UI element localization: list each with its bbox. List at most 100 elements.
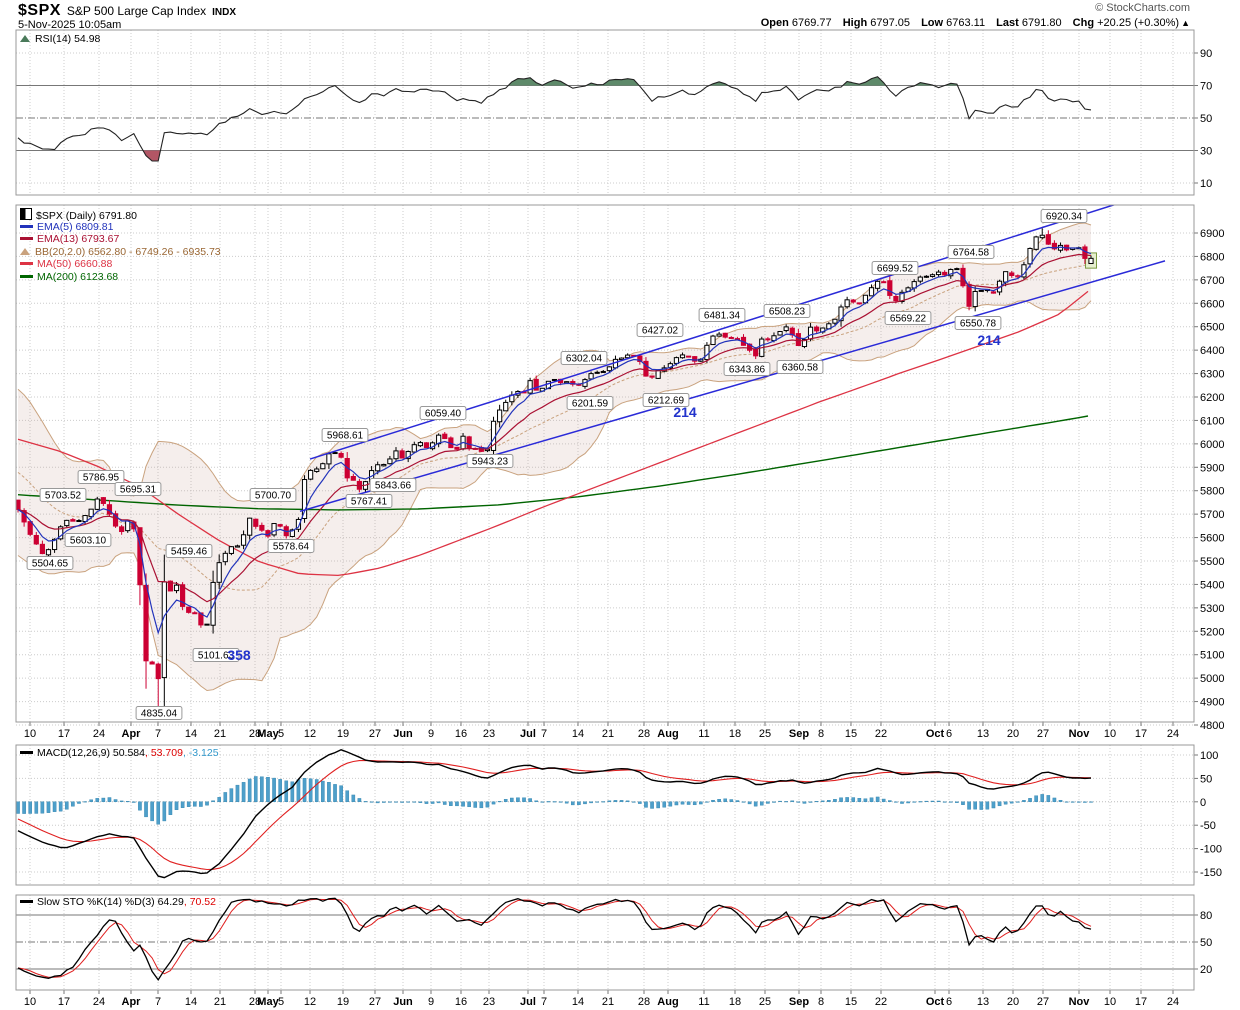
quote-line: Open 6769.77 High 6797.05 Low 6763.11 La… bbox=[753, 17, 1190, 29]
x-axis-label: 9 bbox=[428, 996, 434, 1008]
x-axis-label: 27 bbox=[1037, 728, 1049, 740]
x-axis-label: 8 bbox=[818, 996, 824, 1008]
x-axis-label: 28 bbox=[249, 996, 261, 1008]
x-axis-label: 24 bbox=[1167, 996, 1179, 1008]
y-axis-label: 5500 bbox=[1200, 556, 1224, 568]
macd-legend: MACD(12,26,9) 50.584, 53.709, -3.125 bbox=[20, 747, 219, 759]
svg-text:5695.31: 5695.31 bbox=[120, 485, 157, 496]
x-axis-label: 17 bbox=[58, 996, 70, 1008]
stoch-d-line bbox=[17, 898, 1092, 978]
copyright: © StockCharts.com bbox=[1095, 2, 1190, 14]
y-axis-label: 5400 bbox=[1200, 579, 1224, 591]
price-label bbox=[26, 556, 74, 570]
x-axis-label: 8 bbox=[818, 728, 824, 740]
y-axis-label: 20 bbox=[1200, 964, 1212, 976]
candlestick-series bbox=[16, 228, 1094, 717]
x-axis-label: 12 bbox=[304, 996, 316, 1008]
x-axis-label: Apr bbox=[122, 996, 142, 1008]
price-label bbox=[698, 308, 746, 322]
legend-item: MA(50) 6660.88 bbox=[20, 258, 221, 271]
svg-text:5943.23: 5943.23 bbox=[472, 457, 509, 468]
y-axis-label: 6100 bbox=[1200, 415, 1224, 427]
svg-text:4835.04: 4835.04 bbox=[141, 709, 178, 720]
x-axis-label: 23 bbox=[483, 728, 495, 740]
x-axis-label: 22 bbox=[875, 728, 887, 740]
cycle-annotation: 214 bbox=[673, 404, 697, 420]
x-axis-label: 6 bbox=[946, 996, 952, 1008]
y-axis-label: 100 bbox=[1200, 750, 1218, 762]
rsi-legend: RSI(14) 54.98 bbox=[20, 33, 100, 45]
y-axis-label: 5600 bbox=[1200, 533, 1224, 545]
macd-histogram bbox=[16, 776, 1093, 825]
x-axis-label: 10 bbox=[1104, 996, 1116, 1008]
bollinger-band bbox=[18, 223, 1091, 691]
x-axis-label: Sep bbox=[789, 728, 809, 740]
x-axis-label: Sep bbox=[789, 996, 809, 1008]
svg-text:5603.10: 5603.10 bbox=[70, 536, 107, 547]
x-axis-label: 20 bbox=[1007, 996, 1019, 1008]
x-axis-label: 25 bbox=[759, 996, 771, 1008]
y-axis-label: 10 bbox=[1200, 178, 1212, 190]
svg-text:5843.66: 5843.66 bbox=[375, 481, 412, 492]
svg-text:5786.95: 5786.95 bbox=[83, 473, 120, 484]
x-axis-label: 14 bbox=[572, 728, 584, 740]
y-axis-label: 90 bbox=[1200, 48, 1212, 60]
x-axis-label: 27 bbox=[369, 728, 381, 740]
price-label bbox=[566, 396, 614, 410]
line-swatch-icon bbox=[20, 224, 33, 228]
macd-signal-line bbox=[17, 759, 1092, 871]
x-axis-label: 12 bbox=[304, 728, 316, 740]
y-axis-label: 6800 bbox=[1200, 251, 1224, 263]
price-label bbox=[723, 362, 771, 376]
x-axis-label: 13 bbox=[977, 996, 989, 1008]
ema5-line bbox=[17, 246, 1092, 635]
x-axis-label: Aug bbox=[657, 996, 678, 1008]
x-axis-label: 24 bbox=[1167, 728, 1179, 740]
svg-text:6569.22: 6569.22 bbox=[890, 314, 927, 325]
panel-border bbox=[15, 204, 1195, 723]
svg-text:6550.78: 6550.78 bbox=[960, 319, 997, 330]
y-axis-label: 5100 bbox=[1200, 650, 1224, 662]
y-axis-label: 4900 bbox=[1200, 697, 1224, 709]
chart-header: $SPX S&P 500 Large Cap Index INDX bbox=[18, 2, 236, 20]
price-label bbox=[560, 351, 608, 365]
x-axis-label: Jul bbox=[520, 728, 536, 740]
y-axis-label: 5000 bbox=[1200, 673, 1224, 685]
x-axis-label: 7 bbox=[541, 996, 547, 1008]
cycle-annotation: 214 bbox=[977, 332, 1001, 348]
x-axis-label: Nov bbox=[1069, 728, 1091, 740]
axis-labels: 6900680067006600650064006300620061006000… bbox=[24, 48, 1225, 1008]
stoch-k-line bbox=[17, 897, 1092, 981]
legend-item: $SPX (Daily) 6791.80 bbox=[20, 208, 221, 222]
line-swatch-icon bbox=[20, 262, 33, 266]
x-axis-label: 13 bbox=[977, 728, 989, 740]
price-label bbox=[321, 428, 369, 442]
price-label bbox=[345, 494, 393, 508]
candle-icon bbox=[20, 208, 32, 220]
x-axis-label: 21 bbox=[214, 996, 226, 1008]
grid bbox=[16, 30, 1194, 990]
macd-line bbox=[17, 749, 1092, 879]
x-axis-label: May bbox=[257, 728, 279, 740]
sto-panel bbox=[17, 897, 1092, 981]
x-axis-label: 10 bbox=[1104, 728, 1116, 740]
x-axis-label: 11 bbox=[698, 996, 709, 1008]
x-axis-label: Jun bbox=[393, 996, 413, 1008]
y-axis-label: 5300 bbox=[1200, 603, 1224, 615]
price-legend: $SPX (Daily) 6791.80 EMA(5) 6809.81 EMA(13… bbox=[20, 208, 221, 284]
x-axis-label: 21 bbox=[214, 728, 226, 740]
high-label: High bbox=[842, 17, 868, 29]
price-label bbox=[135, 706, 183, 720]
y-axis-label: 6400 bbox=[1200, 345, 1224, 357]
x-axis-label: 19 bbox=[337, 996, 349, 1008]
price-label bbox=[39, 488, 87, 502]
y-axis-label: 50 bbox=[1200, 773, 1212, 785]
price-label bbox=[884, 311, 932, 325]
rsi-overbought-fill bbox=[18, 76, 1091, 86]
svg-text:6302.04: 6302.04 bbox=[566, 354, 603, 365]
price-label bbox=[871, 261, 919, 275]
svg-text:6699.52: 6699.52 bbox=[877, 264, 914, 275]
svg-text:6920.34: 6920.34 bbox=[1046, 212, 1083, 223]
legend-item: BB(20,2.0) 6562.80 - 6749.26 - 6935.73 bbox=[20, 246, 221, 259]
y-axis-label: 80 bbox=[1200, 910, 1212, 922]
